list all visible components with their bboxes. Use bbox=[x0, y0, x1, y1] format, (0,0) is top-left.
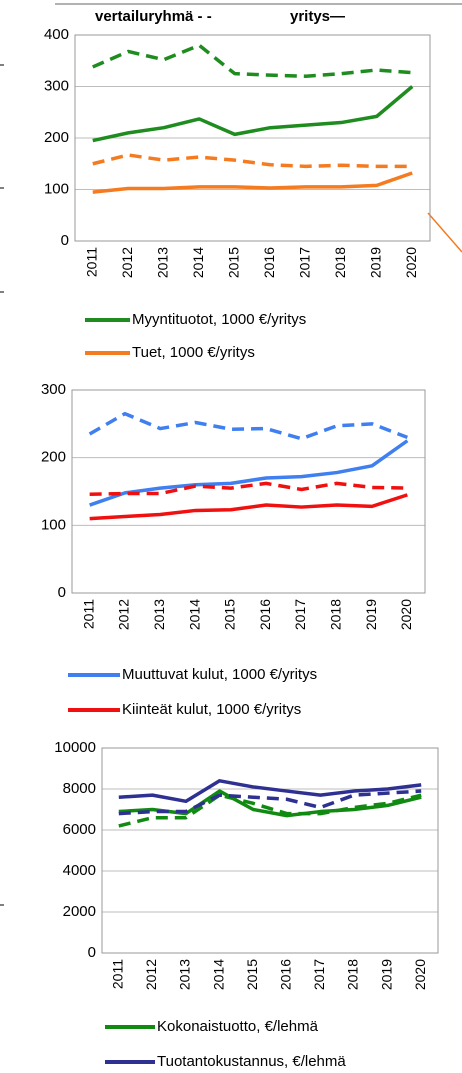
y-tick-label: 100 bbox=[41, 516, 66, 533]
y-tick-label: 400 bbox=[44, 26, 69, 43]
y-tick-label: 8000 bbox=[63, 780, 96, 797]
x-tick-label: 2016 bbox=[261, 247, 277, 278]
company-line bbox=[92, 85, 414, 143]
x-tick-label: 2019 bbox=[367, 247, 383, 278]
x-tick-label: 2016 bbox=[257, 599, 273, 630]
comparison-line bbox=[89, 481, 408, 496]
company-line bbox=[92, 171, 413, 194]
plot-frame bbox=[74, 34, 431, 242]
x-tick-label: 2020 bbox=[412, 959, 428, 990]
y-tick-label: 2000 bbox=[63, 903, 96, 920]
plot-frame bbox=[101, 747, 439, 954]
y-tick-label: 0 bbox=[58, 584, 66, 601]
legend-header-comparison: vertailuryhmä - - bbox=[95, 8, 212, 25]
x-tick-label: 2014 bbox=[210, 959, 226, 990]
x-tick-label: 2013 bbox=[151, 599, 167, 630]
x-tick-label: 2015 bbox=[225, 247, 241, 278]
x-tick-label: 2017 bbox=[296, 247, 312, 278]
x-tick-label: 2018 bbox=[327, 599, 343, 630]
x-tick-label: 2015 bbox=[244, 959, 260, 990]
x-tick-label: 2011 bbox=[83, 247, 99, 277]
x-tick-label: 2018 bbox=[332, 247, 348, 278]
legend-header-company: yritys— bbox=[290, 8, 345, 25]
x-tick-label: 2019 bbox=[378, 959, 394, 990]
y-tick-label: 4000 bbox=[63, 862, 96, 879]
x-tick-label: 2014 bbox=[186, 599, 202, 630]
legend-label: Myyntituotot, 1000 €/yritys bbox=[132, 311, 306, 328]
x-tick-label: 2013 bbox=[177, 959, 193, 990]
x-tick-label: 2014 bbox=[190, 247, 206, 278]
comparison-line bbox=[118, 793, 422, 828]
y-tick-label: 0 bbox=[61, 232, 69, 249]
company-line bbox=[118, 779, 422, 804]
y-tick-label: 100 bbox=[44, 180, 69, 197]
legend-label: Muuttuvat kulut, 1000 €/yritys bbox=[122, 666, 317, 683]
y-tick-label: 0 bbox=[88, 944, 96, 961]
decoration bbox=[427, 212, 462, 253]
x-tick-label: 2016 bbox=[278, 959, 294, 990]
x-tick-label: 2018 bbox=[345, 959, 361, 990]
x-tick-label: 2020 bbox=[398, 599, 414, 630]
y-tick-label: 10000 bbox=[54, 739, 96, 756]
y-tick-label: 6000 bbox=[63, 821, 96, 838]
comparison-line bbox=[92, 153, 413, 169]
x-tick-label: 2017 bbox=[311, 959, 327, 990]
y-tick-label: 200 bbox=[44, 129, 69, 146]
plot-frame bbox=[71, 389, 426, 594]
legend-label: Kiinteät kulut, 1000 €/yritys bbox=[122, 701, 301, 718]
comparison-line bbox=[118, 789, 422, 816]
comparison-line bbox=[88, 411, 408, 441]
x-tick-label: 2012 bbox=[119, 247, 135, 278]
x-tick-label: 2019 bbox=[363, 599, 379, 630]
x-tick-label: 2011 bbox=[110, 959, 126, 989]
y-tick-label: 300 bbox=[44, 77, 69, 94]
x-tick-label: 2015 bbox=[222, 599, 238, 630]
y-tick-label: 200 bbox=[41, 449, 66, 466]
x-tick-label: 2012 bbox=[143, 959, 159, 990]
company-line bbox=[89, 439, 409, 507]
company-line bbox=[118, 789, 422, 818]
comparison-line bbox=[92, 43, 413, 78]
x-tick-label: 2012 bbox=[116, 599, 132, 630]
company-line bbox=[89, 493, 408, 521]
legend-label: Tuet, 1000 €/yritys bbox=[132, 344, 255, 361]
x-tick-label: 2017 bbox=[292, 599, 308, 630]
x-tick-label: 2011 bbox=[80, 599, 96, 629]
legend-label: Tuotantokustannus, €/lehmä bbox=[157, 1053, 346, 1070]
y-tick-label: 300 bbox=[41, 381, 66, 398]
x-tick-label: 2020 bbox=[403, 247, 419, 278]
legend-label: Kokonaistuotto, €/lehmä bbox=[157, 1018, 319, 1035]
x-tick-label: 2013 bbox=[154, 247, 170, 278]
